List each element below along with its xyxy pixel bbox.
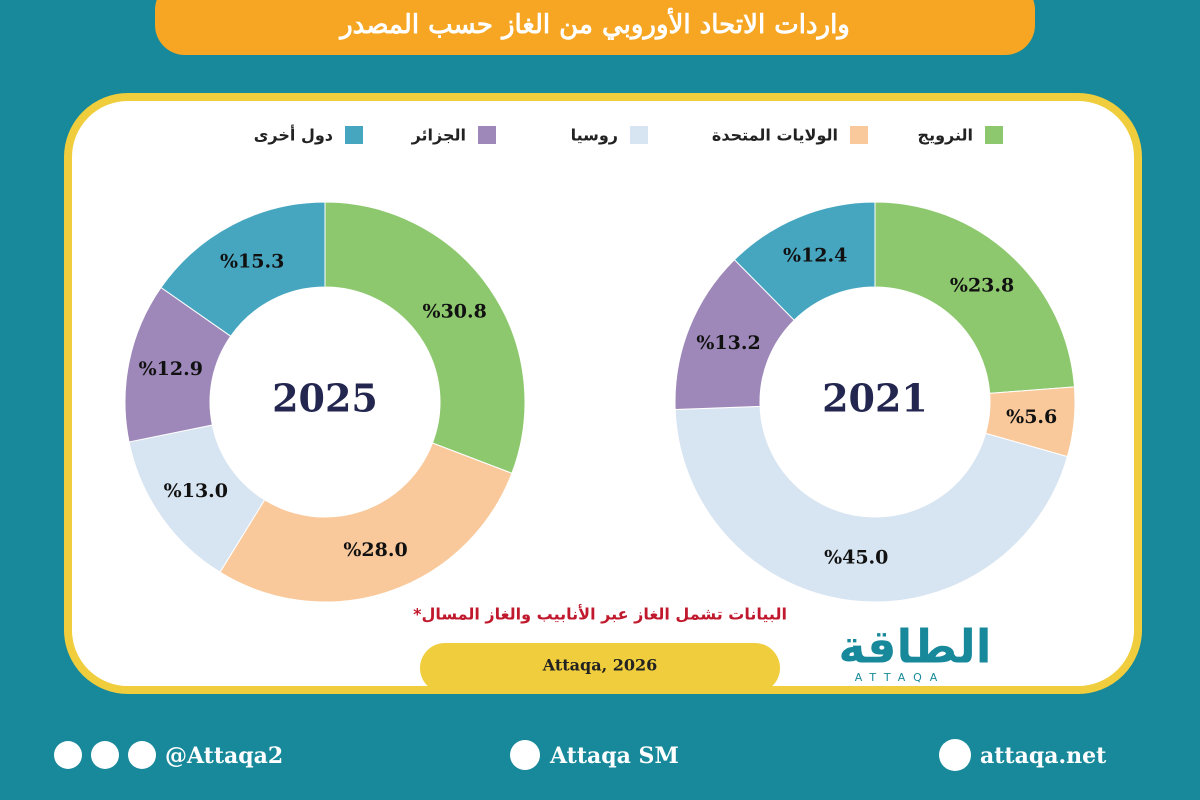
donut-segment <box>733 201 876 321</box>
value-label: %12.4 <box>783 244 847 266</box>
donut-segment <box>324 201 526 474</box>
social-handle: @Attaqa2 <box>165 743 283 769</box>
logo-name: الطاقة <box>838 620 991 674</box>
donut-segment <box>219 442 513 603</box>
website: attaqa.net <box>980 743 1107 769</box>
source: Attaqa, 2026 <box>542 656 658 675</box>
youtube-icon <box>510 740 540 770</box>
legend-label: روسيا <box>571 126 618 145</box>
panel <box>64 93 1142 694</box>
legend-label: النرويج <box>918 126 973 145</box>
facebook-icon <box>128 741 156 769</box>
legend-swatch <box>985 126 1003 144</box>
instagram-icon <box>91 741 119 769</box>
value-label: %12.9 <box>139 358 203 380</box>
legend-swatch <box>630 126 648 144</box>
title-banner <box>155 0 1035 55</box>
legend-swatch <box>345 126 363 144</box>
legend-label: الجزائر <box>411 126 466 145</box>
globe-icon <box>939 739 971 771</box>
note: *البيانات تشمل الغاز عبر الأنابيب والغاز… <box>413 605 787 624</box>
legend-label: دول أخرى <box>254 125 333 145</box>
value-label: %5.6 <box>1006 406 1057 428</box>
x-icon <box>54 741 82 769</box>
value-label: %15.3 <box>220 250 284 272</box>
value-label: %30.8 <box>423 301 487 323</box>
title: واردات الاتحاد الأوروبي من الغاز حسب الم… <box>338 7 850 40</box>
legend-swatch <box>478 126 496 144</box>
source-pill <box>420 643 780 693</box>
legend-swatch <box>850 126 868 144</box>
donut-segment <box>160 201 326 337</box>
year-label: 2025 <box>272 376 378 421</box>
value-label: %13.0 <box>164 480 228 502</box>
value-label: %28.0 <box>343 539 407 561</box>
legend-label: الولايات المتحدة <box>712 126 838 145</box>
donut-segment <box>674 405 1069 603</box>
value-label: %45.0 <box>824 546 888 568</box>
logo-latin: ATTAQA <box>855 671 946 684</box>
year-label: 2021 <box>822 376 928 421</box>
donut-segment <box>874 201 1075 394</box>
value-label: %23.8 <box>950 275 1014 297</box>
youtube-handle: Attaqa SM <box>549 743 679 769</box>
value-label: %13.2 <box>696 332 760 354</box>
